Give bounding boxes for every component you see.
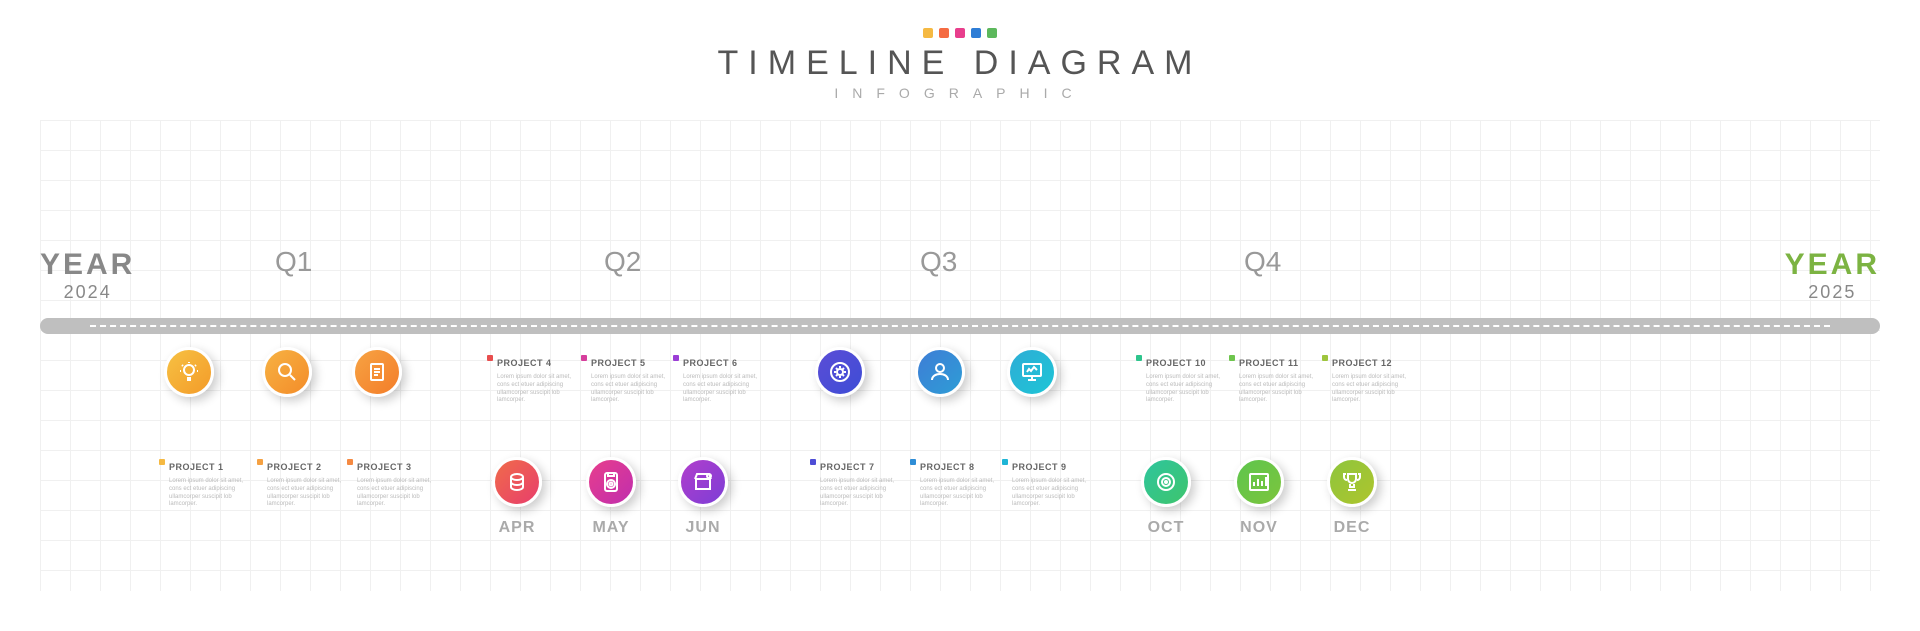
project-description: Lorem ipsum dolor sit amet, cons ect etu…: [497, 374, 577, 405]
month-circle-jul: [815, 347, 865, 397]
docs-icon: [365, 360, 389, 384]
project-dot: [910, 459, 916, 465]
project-title: PROJECT 6: [683, 358, 738, 368]
project-title: PROJECT 7: [820, 462, 875, 472]
year-end-value: 2025: [1785, 282, 1880, 303]
target-icon: [1154, 470, 1178, 494]
quarter-label-q4: Q4: [1244, 246, 1281, 278]
project-block-3: PROJECT 3 Lorem ipsum dolor sit amet, con…: [347, 457, 437, 509]
header-dot: [987, 28, 997, 38]
project-description: Lorem ipsum dolor sit amet, cons ect etu…: [820, 478, 900, 509]
coins-icon: [505, 470, 529, 494]
project-block-6: PROJECT 6 Lorem ipsum dolor sit amet, con…: [673, 353, 763, 405]
project-title: PROJECT 12: [1332, 358, 1392, 368]
header-dot: [939, 28, 949, 38]
project-dot: [581, 355, 587, 361]
quarter-label-q3: Q3: [920, 246, 957, 278]
project-title: PROJECT 3: [357, 462, 412, 472]
month-circle-jun: [678, 457, 728, 507]
year-end: YEAR 2025: [1785, 248, 1880, 303]
month-circle-sep: [1007, 347, 1057, 397]
month-label-jun: JUN: [685, 519, 720, 537]
month-circle-nov: [1234, 457, 1284, 507]
project-dot: [487, 355, 493, 361]
project-block-11: PROJECT 11 Lorem ipsum dolor sit amet, co…: [1229, 353, 1319, 405]
project-description: Lorem ipsum dolor sit amet, cons ect etu…: [169, 478, 249, 509]
bulb-icon: [177, 360, 201, 384]
project-description: Lorem ipsum dolor sit amet, cons ect etu…: [591, 374, 671, 405]
chart-icon: [1247, 470, 1271, 494]
project-dot: [257, 459, 263, 465]
project-title: PROJECT 2: [267, 462, 322, 472]
project-title: PROJECT 8: [920, 462, 975, 472]
store-icon: [691, 470, 715, 494]
project-title: PROJECT 1: [169, 462, 224, 472]
header-dot: [955, 28, 965, 38]
month-label-nov: NOV: [1240, 519, 1278, 537]
project-dot: [673, 355, 679, 361]
header: TIMELINE DIAGRAM INFOGRAPHIC: [0, 0, 1920, 101]
project-block-1: PROJECT 1 Lorem ipsum dolor sit amet, con…: [159, 457, 249, 509]
month-circle-aug: [915, 347, 965, 397]
project-description: Lorem ipsum dolor sit amet, cons ect etu…: [357, 478, 437, 509]
project-description: Lorem ipsum dolor sit amet, cons ect etu…: [1239, 374, 1319, 405]
project-block-5: PROJECT 5 Lorem ipsum dolor sit amet, con…: [581, 353, 671, 405]
project-title: PROJECT 10: [1146, 358, 1206, 368]
project-description: Lorem ipsum dolor sit amet, cons ect etu…: [683, 374, 763, 405]
project-dot: [810, 459, 816, 465]
timeline-road: [40, 318, 1880, 334]
year-start: YEAR 2024: [40, 248, 135, 303]
project-description: Lorem ipsum dolor sit amet, cons ect etu…: [1332, 374, 1412, 405]
project-title: PROJECT 4: [497, 358, 552, 368]
trophy-icon: [1340, 470, 1364, 494]
subtitle: INFOGRAPHIC: [0, 85, 1920, 101]
month-circle-jan: [164, 347, 214, 397]
year-end-label: YEAR: [1785, 248, 1880, 282]
quarter-label-q2: Q2: [604, 246, 641, 278]
target-clip-icon: [599, 470, 623, 494]
project-block-9: PROJECT 9 Lorem ipsum dolor sit amet, con…: [1002, 457, 1092, 509]
header-dot: [971, 28, 981, 38]
header-dot: [923, 28, 933, 38]
month-circle-apr: [492, 457, 542, 507]
person-icon: [928, 360, 952, 384]
project-block-8: PROJECT 8 Lorem ipsum dolor sit amet, con…: [910, 457, 1000, 509]
year-start-value: 2024: [40, 282, 135, 303]
month-label-may: MAY: [592, 519, 629, 537]
project-block-2: PROJECT 2 Lorem ipsum dolor sit amet, con…: [257, 457, 347, 509]
month-label-dec: DEC: [1334, 519, 1371, 537]
main-title: TIMELINE DIAGRAM: [0, 44, 1920, 83]
year-start-label: YEAR: [40, 248, 135, 282]
gear-circle-icon: [828, 360, 852, 384]
month-label-oct: OCT: [1148, 519, 1185, 537]
project-title: PROJECT 11: [1239, 358, 1299, 368]
project-title: PROJECT 5: [591, 358, 646, 368]
project-dot: [1229, 355, 1235, 361]
header-color-dots: [0, 28, 1920, 38]
search-icon: [275, 360, 299, 384]
grid-background: [40, 120, 1880, 591]
project-description: Lorem ipsum dolor sit amet, cons ect etu…: [920, 478, 1000, 509]
project-description: Lorem ipsum dolor sit amet, cons ect etu…: [1146, 374, 1226, 405]
month-circle-oct: [1141, 457, 1191, 507]
project-title: PROJECT 9: [1012, 462, 1067, 472]
project-dot: [1136, 355, 1142, 361]
project-block-12: PROJECT 12 Lorem ipsum dolor sit amet, co…: [1322, 353, 1412, 405]
month-circle-feb: [262, 347, 312, 397]
month-label-apr: APR: [499, 519, 536, 537]
monitor-icon: [1020, 360, 1044, 384]
project-dot: [159, 459, 165, 465]
project-block-7: PROJECT 7 Lorem ipsum dolor sit amet, con…: [810, 457, 900, 509]
project-dot: [347, 459, 353, 465]
quarter-label-q1: Q1: [275, 246, 312, 278]
month-circle-mar: [352, 347, 402, 397]
month-circle-may: [586, 457, 636, 507]
project-block-4: PROJECT 4 Lorem ipsum dolor sit amet, con…: [487, 353, 577, 405]
project-dot: [1322, 355, 1328, 361]
project-description: Lorem ipsum dolor sit amet, cons ect etu…: [267, 478, 347, 509]
project-description: Lorem ipsum dolor sit amet, cons ect etu…: [1012, 478, 1092, 509]
project-block-10: PROJECT 10 Lorem ipsum dolor sit amet, co…: [1136, 353, 1226, 405]
month-circle-dec: [1327, 457, 1377, 507]
project-dot: [1002, 459, 1008, 465]
